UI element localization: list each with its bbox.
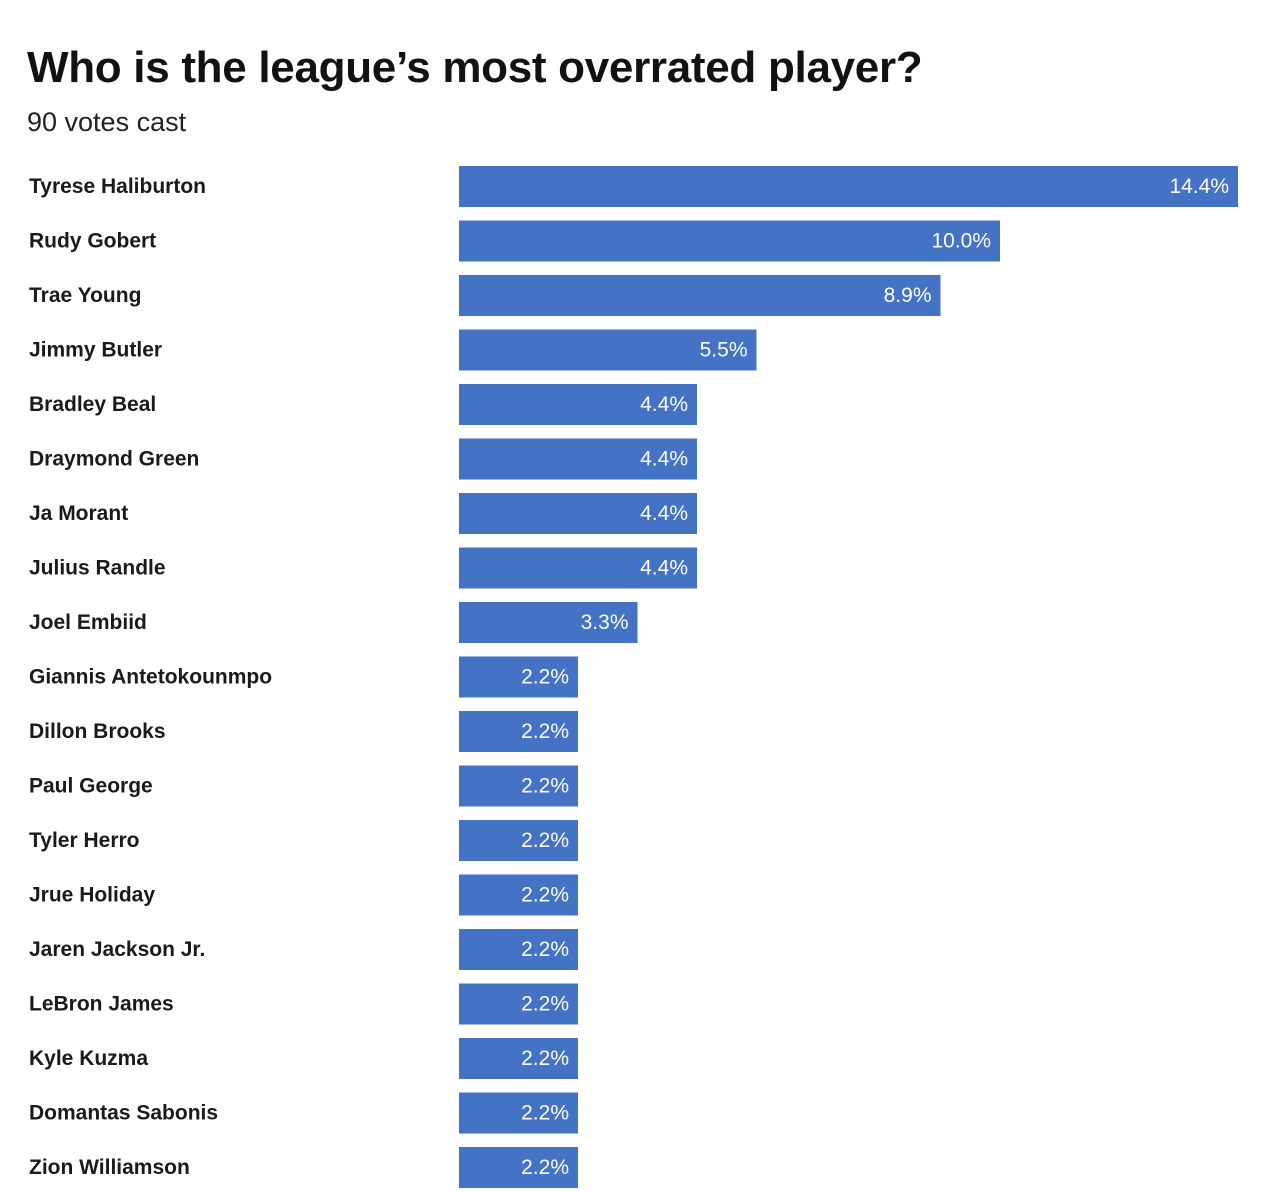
category-label: Rudy Gobert bbox=[29, 230, 156, 253]
bar bbox=[459, 765, 578, 807]
bar-row-joel-embiid: Joel Embiid 3.3% bbox=[29, 602, 638, 643]
value-label: 2.2% bbox=[521, 1156, 569, 1179]
bar bbox=[459, 547, 697, 589]
value-label: 2.2% bbox=[521, 938, 569, 961]
bar bbox=[459, 656, 578, 698]
value-label: 8.9% bbox=[884, 284, 932, 307]
bar-row-julius-randle: Julius Randle 4.4% bbox=[29, 547, 697, 589]
bar-row-paul-george: Paul George 2.2% bbox=[29, 765, 578, 807]
bar-row-bradley-beal: Bradley Beal 4.4% bbox=[29, 384, 697, 425]
bar bbox=[459, 1038, 578, 1079]
bar-row-kyle-kuzma: Kyle Kuzma 2.2% bbox=[29, 1038, 578, 1079]
value-label: 4.4% bbox=[640, 393, 688, 416]
value-label: 4.4% bbox=[640, 448, 688, 471]
value-label: 2.2% bbox=[521, 884, 569, 907]
bar-row-jrue-holiday: Jrue Holiday 2.2% bbox=[29, 874, 578, 916]
bar bbox=[459, 1147, 578, 1188]
bar bbox=[459, 602, 638, 643]
category-label: Paul George bbox=[29, 775, 153, 798]
value-label: 4.4% bbox=[640, 557, 688, 580]
category-label: Zion Williamson bbox=[29, 1156, 190, 1179]
value-label: 4.4% bbox=[640, 502, 688, 525]
bar bbox=[459, 1092, 578, 1134]
bar bbox=[459, 874, 578, 916]
value-label: 2.2% bbox=[521, 720, 569, 743]
category-label: Jrue Holiday bbox=[29, 884, 155, 907]
value-label: 10.0% bbox=[931, 230, 991, 253]
value-label: 2.2% bbox=[521, 666, 569, 689]
category-label: Dillon Brooks bbox=[29, 720, 166, 743]
value-label: 2.2% bbox=[521, 1102, 569, 1125]
bar-row-lebron-james: LeBron James 2.2% bbox=[29, 983, 578, 1025]
bar bbox=[459, 929, 578, 970]
bar-row-zion-williamson: Zion Williamson 2.2% bbox=[29, 1147, 578, 1188]
category-label: LeBron James bbox=[29, 993, 174, 1016]
bar bbox=[459, 220, 1000, 262]
bar-row-jimmy-butler: Jimmy Butler 5.5% bbox=[29, 329, 757, 371]
bar bbox=[459, 166, 1238, 207]
bar-row-draymond-green: Draymond Green 4.4% bbox=[29, 438, 697, 480]
chart-subtitle: 90 votes cast bbox=[27, 107, 187, 137]
bar-row-giannis-antetokounmpo: Giannis Antetokounmpo 2.2% bbox=[29, 656, 578, 698]
value-label: 14.4% bbox=[1169, 175, 1229, 198]
bar-row-domantas-sabonis: Domantas Sabonis 2.2% bbox=[29, 1092, 578, 1134]
bar-row-rudy-gobert: Rudy Gobert 10.0% bbox=[29, 220, 1000, 262]
bar-row-tyrese-haliburton: Tyrese Haliburton 14.4% bbox=[29, 166, 1238, 207]
category-label: Bradley Beal bbox=[29, 393, 156, 416]
bar bbox=[459, 820, 578, 861]
bar-row-dillon-brooks: Dillon Brooks 2.2% bbox=[29, 711, 578, 752]
chart-title: Who is the league’s most overrated playe… bbox=[27, 43, 923, 92]
value-label: 2.2% bbox=[521, 1047, 569, 1070]
bar-row-trae-young: Trae Young 8.9% bbox=[29, 275, 941, 316]
category-label: Tyler Herro bbox=[29, 829, 140, 852]
category-label: Tyrese Haliburton bbox=[29, 175, 206, 198]
bar-row-tyler-herro: Tyler Herro 2.2% bbox=[29, 820, 578, 861]
category-label: Domantas Sabonis bbox=[29, 1102, 218, 1125]
value-label: 5.5% bbox=[700, 339, 748, 362]
category-label: Trae Young bbox=[29, 284, 141, 307]
category-label: Jimmy Butler bbox=[29, 339, 162, 362]
category-label: Kyle Kuzma bbox=[29, 1047, 148, 1070]
bar bbox=[459, 384, 697, 425]
bar bbox=[459, 493, 697, 534]
category-label: Joel Embiid bbox=[29, 611, 147, 634]
category-label: Jaren Jackson Jr. bbox=[29, 938, 205, 961]
bar-row-jaren-jackson-jr: Jaren Jackson Jr. 2.2% bbox=[29, 929, 578, 970]
category-label: Giannis Antetokounmpo bbox=[29, 666, 272, 689]
category-label: Julius Randle bbox=[29, 557, 166, 580]
bar bbox=[459, 329, 757, 371]
value-label: 2.2% bbox=[521, 993, 569, 1016]
category-label: Ja Morant bbox=[29, 502, 128, 525]
bar-row-ja-morant: Ja Morant 4.4% bbox=[29, 493, 697, 534]
value-label: 3.3% bbox=[581, 611, 629, 634]
bar bbox=[459, 711, 578, 752]
bar bbox=[459, 438, 697, 480]
category-label: Draymond Green bbox=[29, 448, 199, 471]
value-label: 2.2% bbox=[521, 775, 569, 798]
value-label: 2.2% bbox=[521, 829, 569, 852]
bar bbox=[459, 983, 578, 1025]
bar bbox=[459, 275, 941, 316]
